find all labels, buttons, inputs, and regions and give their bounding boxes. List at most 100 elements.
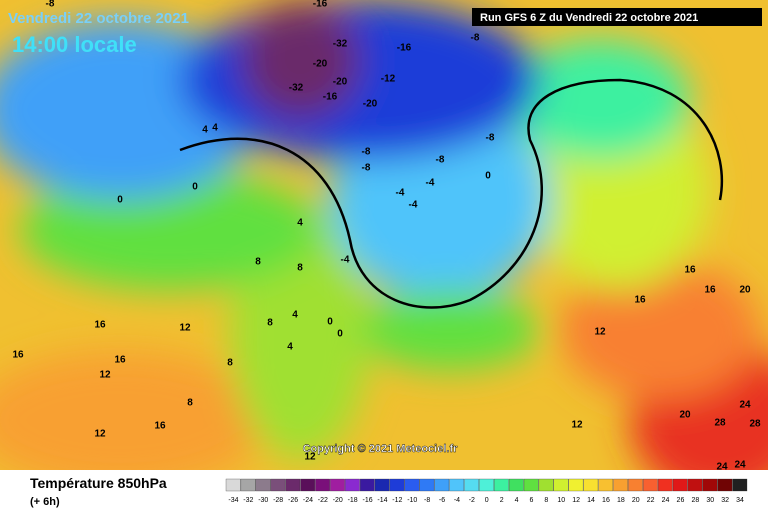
- colorbar-tick-label: 22: [647, 497, 655, 504]
- colorbar-swatch: [315, 478, 330, 492]
- colorbar-tick-label: 10: [557, 497, 565, 504]
- colorbar-swatch: [270, 478, 286, 492]
- colorbar-swatch: [330, 478, 345, 492]
- contour-label: -20: [333, 77, 348, 88]
- contour-label: 0: [337, 329, 343, 340]
- run-box: [472, 8, 762, 26]
- run-info: Run GFS 6 Z du Vendredi 22 octobre 2021: [480, 12, 698, 24]
- colorbar-swatch: [613, 478, 628, 492]
- contour-label: 24: [716, 462, 728, 473]
- contour-label: -4: [426, 178, 435, 189]
- contour-label: 8: [227, 358, 233, 369]
- colorbar-tick-label: -4: [454, 497, 460, 504]
- contour-label: 0: [192, 182, 198, 193]
- colorbar-swatch: [538, 478, 554, 492]
- colorbar-tick-label: -8: [424, 497, 430, 504]
- colorbar-swatch: [702, 478, 718, 492]
- colorbar-tick-label: -18: [348, 497, 358, 504]
- colorbar-tick-label: 24: [662, 497, 670, 504]
- colorbar-swatch: [345, 478, 360, 492]
- colorbar-tick-label: 14: [587, 497, 595, 504]
- colorbar-swatch: [300, 478, 316, 492]
- contour-label: 24: [739, 400, 751, 411]
- contour-label: 24: [734, 460, 746, 471]
- colorbar-tick-label: 12: [572, 497, 580, 504]
- contour-label: 12: [571, 420, 583, 431]
- contour-label: 4: [202, 125, 208, 136]
- contour-label: -20: [313, 59, 328, 70]
- colorbar-swatch: [672, 478, 688, 492]
- colorbar-tick-label: 20: [632, 497, 640, 504]
- contour-label: -16: [313, 0, 328, 10]
- colorbar-tick-label: 32: [721, 497, 729, 504]
- colorbar-swatch: [479, 478, 494, 492]
- footer-step: (+ 6h): [30, 496, 60, 508]
- contour-label: 16: [704, 285, 716, 296]
- colorbar-swatch: [643, 478, 658, 492]
- colorbar-swatch: [389, 478, 405, 492]
- colorbar-swatch: [255, 478, 271, 492]
- colorbar-swatch: [598, 478, 614, 492]
- contour-label: -8: [486, 133, 495, 144]
- contour-label: 16: [634, 295, 646, 306]
- copyright: Copyright © 2021 Meteociel.fr: [303, 443, 459, 455]
- colorbar-swatch: [434, 478, 450, 492]
- contour-label: 12: [99, 370, 111, 381]
- colorbar-tick-label: -34: [228, 497, 238, 504]
- date: Vendredi 22 octobre 2021: [8, 10, 189, 27]
- colorbar-swatch: [285, 478, 301, 492]
- colorbar-swatch: [687, 478, 703, 492]
- contour-label: 8: [267, 318, 273, 329]
- colorbar-tick-label: -20: [333, 497, 343, 504]
- contour: [179, 78, 724, 309]
- colorbar-tick-label: -32: [243, 497, 253, 504]
- contour-label: 8: [255, 257, 261, 268]
- contour-label: 16: [684, 265, 696, 276]
- colorbar-swatch: [628, 478, 643, 492]
- contour-label: 28: [714, 418, 726, 429]
- colorbar-tick-label: -22: [318, 497, 328, 504]
- contour-label: -8: [362, 147, 371, 158]
- contour-label: 12: [94, 429, 106, 440]
- colorbar-tick-label: -26: [288, 497, 298, 504]
- colorbar-swatch: [583, 478, 599, 492]
- footer-title: Température 850hPa: [30, 475, 167, 491]
- contour-label: 20: [679, 410, 691, 421]
- colorbar-swatch: [419, 478, 435, 492]
- contour-label: 12: [179, 323, 191, 334]
- colorbar-tick-label: -6: [439, 497, 445, 504]
- contour-label: 0: [327, 317, 333, 328]
- colorbar-tick-label: 0: [485, 497, 489, 504]
- contour-label: 8: [187, 398, 193, 409]
- colorbar-swatch: [359, 478, 375, 492]
- contour-label: -4: [409, 200, 418, 211]
- colorbar-swatch: [553, 478, 569, 492]
- colorbar-tick-label: -12: [392, 497, 402, 504]
- contour-label: 8: [297, 263, 303, 274]
- contour-label: -32: [289, 83, 304, 94]
- temperature-field: [0, 0, 768, 500]
- colorbar-swatch: [523, 478, 539, 492]
- contour-label: -16: [323, 92, 338, 103]
- colorbar-tick-label: -28: [273, 497, 283, 504]
- colorbar-swatch: [568, 478, 584, 492]
- contour-label: 4: [212, 123, 218, 134]
- contour-label: -8: [46, 0, 55, 10]
- colorbar-tick-label: 28: [691, 497, 699, 504]
- colorbar-tick-label: -30: [258, 497, 268, 504]
- colorbar-swatch: [717, 478, 733, 492]
- colorbar-tick-label: -10: [407, 497, 417, 504]
- colorbar-swatch: [494, 478, 509, 492]
- colorbar-tick-label: -2: [469, 497, 475, 504]
- colorbar-swatch: [449, 478, 465, 492]
- colorbar-swatch: [464, 478, 479, 492]
- contour-label: 16: [94, 320, 106, 331]
- colorbar-swatch: [225, 478, 241, 492]
- contour-label: 16: [154, 421, 166, 432]
- colorbar-swatch: [657, 478, 673, 492]
- colorbar-tick-label: 16: [602, 497, 610, 504]
- colorbar-tick-label: 30: [706, 497, 714, 504]
- contour-label: 0: [117, 195, 123, 206]
- contour-label: -8: [362, 163, 371, 174]
